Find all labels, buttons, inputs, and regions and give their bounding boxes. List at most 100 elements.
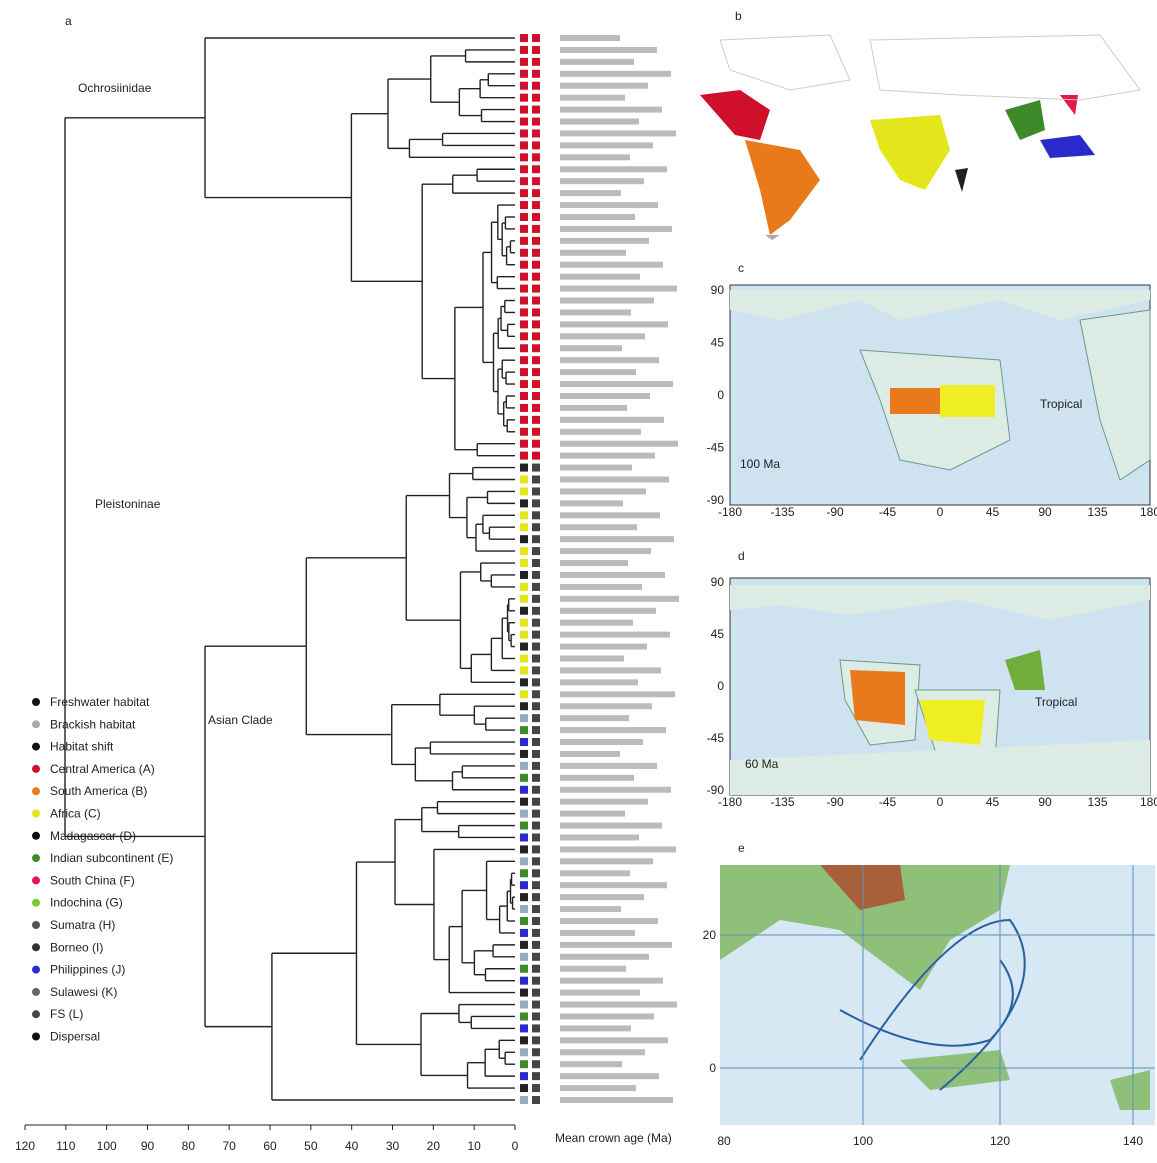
legend-marker: [32, 943, 40, 951]
x-tick-label: 135: [1087, 505, 1107, 519]
tip-state: [532, 666, 540, 674]
x-tick-label: -180: [718, 505, 742, 519]
x-tick-label: 0: [937, 505, 944, 519]
tip-state: [520, 440, 528, 448]
x-tick-label: 90: [141, 1139, 155, 1153]
tip-label: [560, 178, 644, 184]
tip-label: [560, 978, 663, 984]
clade-label: Ochrosiinidae: [78, 81, 152, 95]
x-tick-label: 0: [512, 1139, 519, 1153]
clade-label: Asian Clade: [208, 713, 273, 727]
legend-marker: [32, 854, 40, 862]
tip-state: [520, 320, 528, 328]
tip-state: [520, 690, 528, 698]
tip-state: [532, 344, 540, 352]
tip-state: [532, 702, 540, 710]
x-tick-label: 135: [1087, 795, 1107, 809]
tip-state: [520, 428, 528, 436]
tip-label: [560, 823, 662, 829]
tip-state: [532, 1001, 540, 1009]
tip-state: [520, 845, 528, 853]
x-tick-label: 70: [222, 1139, 236, 1153]
tip-state: [532, 261, 540, 269]
tip-state: [532, 249, 540, 257]
tip-label: [560, 1037, 668, 1043]
tip-state: [520, 285, 528, 293]
tip-label: [560, 488, 646, 494]
tip-label: [560, 429, 641, 435]
tip-state: [520, 511, 528, 519]
tip-state: [532, 332, 540, 340]
tip-state: [520, 487, 528, 495]
tip-state: [532, 499, 540, 507]
tip-state: [532, 595, 540, 603]
tip-state: [520, 678, 528, 686]
tip-state: [532, 464, 540, 472]
tip-state: [520, 273, 528, 281]
x-tick-label: 180: [1140, 795, 1157, 809]
panel-label: a: [65, 14, 72, 28]
legend-label: Madagascar (D): [50, 829, 136, 843]
legend-label: Philippines (J): [50, 963, 125, 977]
x-tick-label: 120: [990, 1134, 1010, 1148]
tip-label: [560, 811, 625, 817]
tip-state: [520, 535, 528, 543]
tip-label: [560, 190, 621, 196]
tip-state: [520, 881, 528, 889]
tip-state: [532, 547, 540, 555]
y-tick-label: -45: [707, 441, 725, 455]
tip-state: [520, 1072, 528, 1080]
tip-state: [520, 165, 528, 173]
tip-state: [532, 1036, 540, 1044]
tip-state: [520, 702, 528, 710]
tip-label: [560, 83, 648, 89]
x-tick-label: 120: [15, 1139, 35, 1153]
tip-label: [560, 321, 668, 327]
tip-label: [560, 715, 629, 721]
tip-state: [520, 1060, 528, 1068]
legend-label: Central America (A): [50, 762, 155, 776]
tip-label: [560, 930, 635, 936]
tip-state: [520, 750, 528, 758]
tip-state: [520, 452, 528, 460]
x-tick-label: 90: [1038, 505, 1052, 519]
tip-label: [560, 620, 633, 626]
tip-label: [560, 250, 626, 256]
tip-label: [560, 107, 662, 113]
tip-state: [532, 726, 540, 734]
tip-state: [520, 595, 528, 603]
tip-label: [560, 1002, 677, 1008]
tip-state: [520, 249, 528, 257]
y-tick-label: 90: [711, 283, 725, 297]
tip-label: [560, 679, 638, 685]
tip-state: [520, 129, 528, 137]
axis-title: Mean crown age (Ma): [555, 1131, 672, 1145]
tip-state: [532, 34, 540, 42]
tip-state: [532, 881, 540, 889]
tip-state: [520, 857, 528, 865]
legend-marker: [32, 966, 40, 974]
x-tick-label: 60: [263, 1139, 277, 1153]
tip-label: [560, 333, 645, 339]
tip-label: [560, 870, 630, 876]
tip-state: [532, 511, 540, 519]
x-tick-label: 45: [986, 795, 1000, 809]
tip-state: [520, 786, 528, 794]
tip-state: [520, 1012, 528, 1020]
tip-label: [560, 500, 623, 506]
tip-state: [532, 619, 540, 627]
phylogeny: [65, 34, 679, 1104]
tip-state: [520, 297, 528, 305]
tip-label: [560, 1013, 654, 1019]
legend-label: Indochina (G): [50, 896, 123, 910]
legend-label: Habitat shift: [50, 740, 114, 754]
tip-state: [520, 392, 528, 400]
legend-label: Borneo (I): [50, 940, 103, 954]
tip-label: [560, 691, 675, 697]
legend-marker: [32, 876, 40, 884]
x-tick-label: 80: [717, 1134, 731, 1148]
tip-state: [532, 129, 540, 137]
tip-state: [532, 165, 540, 173]
tip-state: [532, 213, 540, 221]
tip-state: [532, 297, 540, 305]
